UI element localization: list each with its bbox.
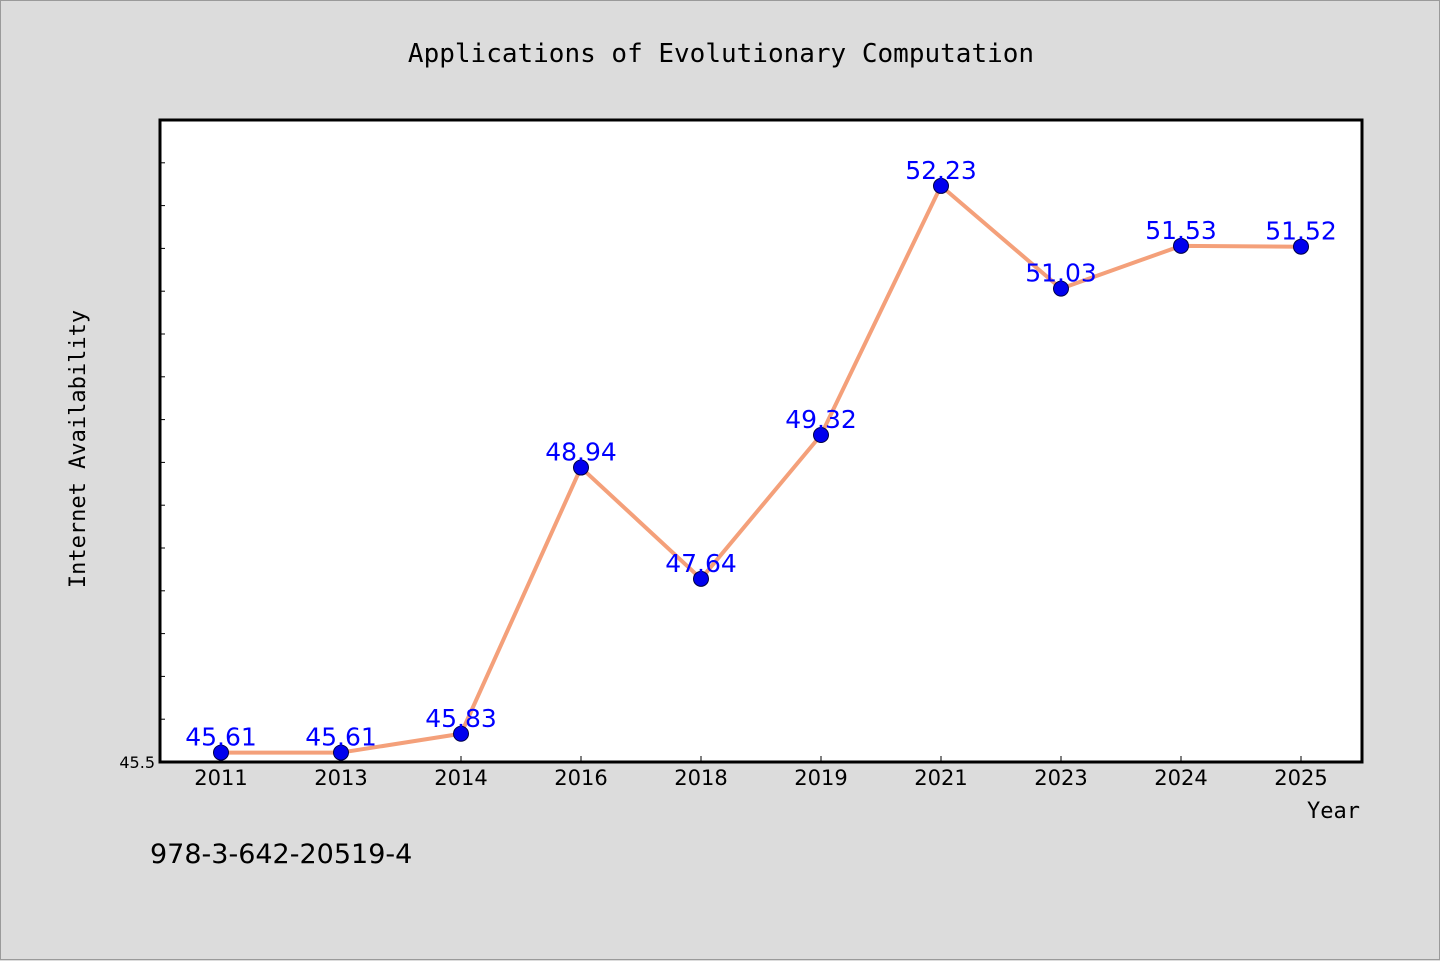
data-point [813, 427, 829, 444]
isbn-footnote: 978-3-642-20519-4 [150, 839, 412, 870]
data-label: 45.61 [185, 723, 257, 752]
x-axis-ticks: 2011 2013 2014 2016 2018 2019 2021 2023 2024 2025 [194, 756, 1328, 790]
data-labels: 45.61 45.61 45.83 48.94 47.64 49.32 52.23 51.03… [185, 156, 1337, 752]
y-tick-label: 45.5 [119, 753, 155, 772]
x-tick-label: 2016 [554, 766, 607, 790]
x-tick-label: 2021 [914, 766, 967, 790]
data-point [693, 570, 709, 587]
data-label: 51.03 [1025, 259, 1097, 288]
data-point [213, 744, 229, 761]
data-label: 45.83 [425, 704, 497, 733]
series-line-group [221, 183, 1302, 755]
data-markers [213, 177, 1309, 761]
x-tick-label: 2019 [794, 766, 847, 790]
x-tick-label: 2023 [1034, 766, 1087, 790]
x-tick-label: 2018 [674, 766, 727, 790]
data-label: 48.94 [545, 438, 617, 467]
data-label: 51.52 [1265, 217, 1337, 246]
chart-title: Applications of Evolutionary Computation [408, 39, 1034, 69]
data-label: 47.64 [665, 549, 737, 578]
data-point [573, 459, 589, 476]
x-tick-label: 2014 [434, 766, 487, 790]
data-point [1173, 237, 1189, 254]
data-point [933, 177, 949, 194]
data-point [1053, 280, 1069, 297]
data-label: 52.23 [905, 156, 977, 185]
x-tick-label: 2024 [1154, 766, 1207, 790]
data-point [453, 725, 469, 742]
plot-area [158, 118, 1364, 764]
y-axis-label: Internet Availability [66, 310, 91, 588]
x-axis-label: Year [1307, 799, 1360, 824]
data-point [1293, 238, 1309, 255]
y-axis-ticks: 45.5 [119, 119, 165, 772]
data-label: 51.53 [1145, 216, 1217, 245]
x-tick-label: 2011 [194, 766, 247, 790]
x-tick-label: 2013 [314, 766, 367, 790]
data-label: 45.61 [305, 723, 377, 752]
series-line [221, 183, 1302, 755]
x-tick-label: 2025 [1274, 766, 1327, 790]
data-label: 49.32 [785, 405, 857, 434]
data-point [333, 744, 349, 761]
